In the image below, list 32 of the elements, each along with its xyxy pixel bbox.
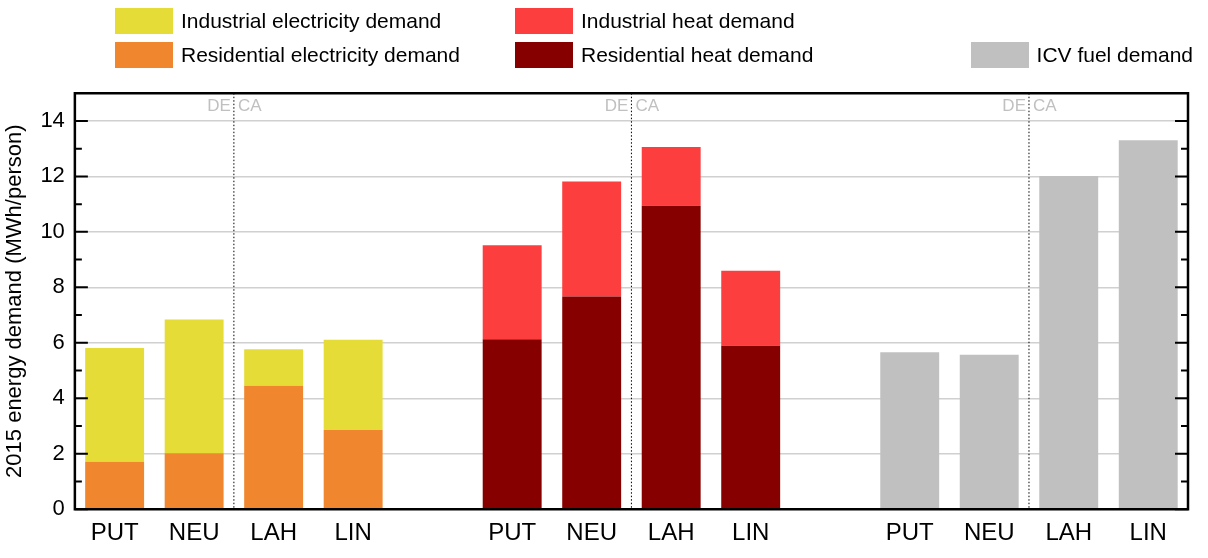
y-tick-label: 4 — [52, 384, 65, 410]
x-tick-label: LIN — [732, 518, 770, 546]
annotation: CA — [635, 95, 660, 115]
x-tick-label: PUT — [90, 518, 139, 546]
y-tick-label: 14 — [40, 107, 65, 132]
legend-label: Residential heat demand — [581, 43, 814, 67]
x-tick-label: LAH — [250, 518, 297, 546]
legend-label: Industrial electricity demand — [181, 9, 442, 33]
annotation: CA — [1032, 95, 1058, 115]
y-tick-label: 2 — [52, 439, 65, 465]
x-tick-label: PUT — [885, 518, 935, 546]
x-tick-label: PUT — [488, 518, 537, 546]
annotation: CA — [237, 95, 263, 115]
annotation: DE — [1002, 95, 1026, 115]
x-tick-label: LIN — [1129, 518, 1167, 546]
annotation: DE — [207, 95, 231, 115]
x-tick-label: LIN — [334, 518, 372, 546]
x-tick-label: LAH — [1045, 518, 1093, 546]
x-tick-label: NEU — [566, 518, 618, 546]
y-tick-label: 0 — [52, 495, 65, 521]
y-axis-title: 2015 energy demand (MWh/person) — [1, 124, 27, 478]
legend-label: Industrial heat demand — [581, 9, 795, 33]
x-tick-label: LAH — [647, 518, 695, 546]
legend-label: Residential electricity demand — [181, 43, 460, 67]
annotation: DE — [604, 95, 629, 115]
x-tick-label: NEU — [168, 518, 220, 546]
y-tick-label: 6 — [52, 328, 65, 354]
legend-label: ICV fuel demand — [1036, 43, 1193, 67]
y-tick-label: 12 — [40, 162, 65, 188]
x-tick-label: NEU — [963, 518, 1015, 546]
y-tick-label: 10 — [40, 217, 65, 243]
y-tick-label: 8 — [52, 273, 65, 299]
